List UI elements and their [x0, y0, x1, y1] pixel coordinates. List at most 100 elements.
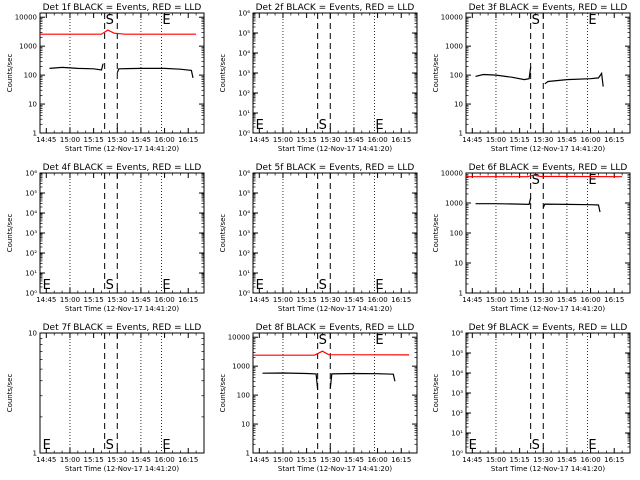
x-tick-label: 16:00 — [367, 296, 387, 304]
plot-frame — [465, 172, 631, 294]
event-letter-1: E — [469, 438, 477, 453]
lld-series-line-1 — [253, 350, 410, 356]
x-tick-label: 15:15 — [297, 296, 317, 304]
panel-9: Det 9f BLACK = Events, RED = LLD E S E 10⁰ 10… — [432, 323, 631, 473]
panel-2: Det 2f BLACK = Events, RED = LLD E S E 10⁰ 10… — [219, 3, 418, 153]
x-tick-label: 16:00 — [367, 136, 387, 144]
x-tick-label: 15:30 — [533, 456, 553, 464]
x-axis-label: Start Time (12-Nov-17 14:41:20) — [278, 305, 392, 313]
x-tick-label: 15:45 — [344, 296, 364, 304]
y-tick-label: 10⁵ — [451, 350, 463, 358]
x-tick-label: 15:45 — [344, 136, 364, 144]
event-letter-3: E — [375, 278, 383, 293]
events-series-line-2 — [116, 67, 194, 79]
x-tick-label: 15:00 — [60, 296, 80, 304]
x-tick-label: 16:00 — [580, 296, 600, 304]
y-tick-label: 10⁰ — [451, 450, 463, 458]
event-letter-2: S — [319, 118, 327, 133]
x-axis-label: Start Time (12-Nov-17 14:41:20) — [491, 305, 605, 313]
event-letter-2: S — [106, 278, 114, 293]
panel-title: Det 6f BLACK = Events, RED = LLD — [469, 163, 628, 173]
y-tick-label: 10² — [238, 90, 250, 98]
y-tick-label: 1 — [33, 450, 37, 458]
event-letter-3: E — [162, 278, 170, 293]
events-series-line-1 — [49, 63, 104, 71]
y-tick-label: 10 — [241, 421, 250, 429]
y-tick-label: 10³ — [238, 230, 250, 238]
x-tick-label: 15:45 — [131, 456, 151, 464]
x-tick-label: 16:00 — [367, 456, 387, 464]
x-tick-label: 16:15 — [391, 456, 411, 464]
y-tick-label: 10³ — [25, 230, 37, 238]
x-tick-label: 14:45 — [249, 136, 269, 144]
x-tick-label: 15:00 — [60, 456, 80, 464]
y-axis-label: Counts/sec — [219, 374, 227, 413]
x-tick-label: 15:30 — [533, 296, 553, 304]
panel-5: Det 5f BLACK = Events, RED = LLD E S E 10⁰ 10… — [219, 163, 418, 313]
y-axis-label: Counts/sec — [6, 54, 14, 93]
y-tick-label: 10⁰ — [25, 290, 37, 298]
events-series-line-2 — [544, 71, 604, 87]
panel-title: Det 1f BLACK = Events, RED = LLD — [43, 3, 202, 13]
events-series-line-1 — [262, 372, 319, 391]
x-tick-label: 14:45 — [462, 296, 482, 304]
y-tick-label: 1 — [33, 130, 37, 138]
event-letter-2: S — [532, 13, 540, 28]
y-tick-label: 100 — [450, 72, 463, 80]
y-axis-label: Counts/sec — [432, 374, 440, 413]
x-tick-label: 15:00 — [273, 136, 293, 144]
panel-title: Det 3f BLACK = Events, RED = LLD — [469, 3, 628, 13]
x-tick-label: 15:45 — [131, 296, 151, 304]
y-tick-label: 100 — [24, 72, 37, 80]
plot-frame — [465, 12, 631, 134]
y-tick-label: 10⁰ — [238, 130, 250, 138]
y-tick-label: 10000 — [228, 334, 250, 342]
y-axis-label: Counts/sec — [432, 54, 440, 93]
x-tick-label: 16:15 — [178, 456, 198, 464]
x-tick-label: 15:00 — [273, 296, 293, 304]
lld-series-line-1 — [40, 29, 197, 35]
event-letter-2: S — [106, 13, 114, 28]
panel-title: Det 4f BLACK = Events, RED = LLD — [43, 163, 202, 173]
x-tick-label: 14:45 — [36, 456, 56, 464]
x-tick-label: 15:15 — [510, 456, 530, 464]
plot-frame — [39, 172, 205, 294]
y-tick-label: 10⁴ — [238, 210, 250, 218]
y-tick-label: 1000 — [19, 43, 37, 51]
event-letter-3: E — [588, 438, 596, 453]
event-letter-2: S — [319, 333, 327, 348]
x-tick-label: 15:30 — [107, 296, 127, 304]
x-tick-label: 15:00 — [486, 296, 506, 304]
x-tick-label: 16:15 — [391, 296, 411, 304]
y-tick-label: 10⁶ — [25, 170, 37, 178]
lld-series-line-1 — [466, 174, 623, 178]
y-tick-label: 10³ — [238, 70, 250, 78]
y-tick-label: 10⁶ — [238, 170, 250, 178]
y-tick-label: 10¹ — [238, 270, 250, 278]
panel-title: Det 9f BLACK = Events, RED = LLD — [469, 323, 628, 333]
x-tick-label: 15:30 — [107, 456, 127, 464]
y-axis-label: Counts/sec — [219, 54, 227, 93]
y-axis-label: Counts/sec — [6, 374, 14, 413]
event-letter-2: S — [532, 438, 540, 453]
x-tick-label: 15:30 — [320, 456, 340, 464]
panel-title: Det 8f BLACK = Events, RED = LLD — [256, 323, 415, 333]
panel-title: Det 2f BLACK = Events, RED = LLD — [256, 3, 415, 13]
y-axis-label: Counts/sec — [6, 214, 14, 253]
panel-title: Det 5f BLACK = Events, RED = LLD — [256, 163, 415, 173]
x-tick-label: 16:15 — [604, 136, 624, 144]
y-tick-label: 1000 — [445, 43, 463, 51]
x-tick-label: 14:45 — [36, 136, 56, 144]
y-tick-label: 10 — [28, 101, 37, 109]
x-tick-label: 16:00 — [580, 456, 600, 464]
y-tick-label: 10⁵ — [238, 190, 250, 198]
y-tick-label: 1 — [459, 290, 463, 298]
event-letter-2: S — [532, 173, 540, 188]
x-tick-label: 14:45 — [462, 136, 482, 144]
y-tick-label: 1 — [459, 130, 463, 138]
y-tick-label: 10⁴ — [238, 50, 250, 58]
plot-frame — [465, 332, 631, 454]
